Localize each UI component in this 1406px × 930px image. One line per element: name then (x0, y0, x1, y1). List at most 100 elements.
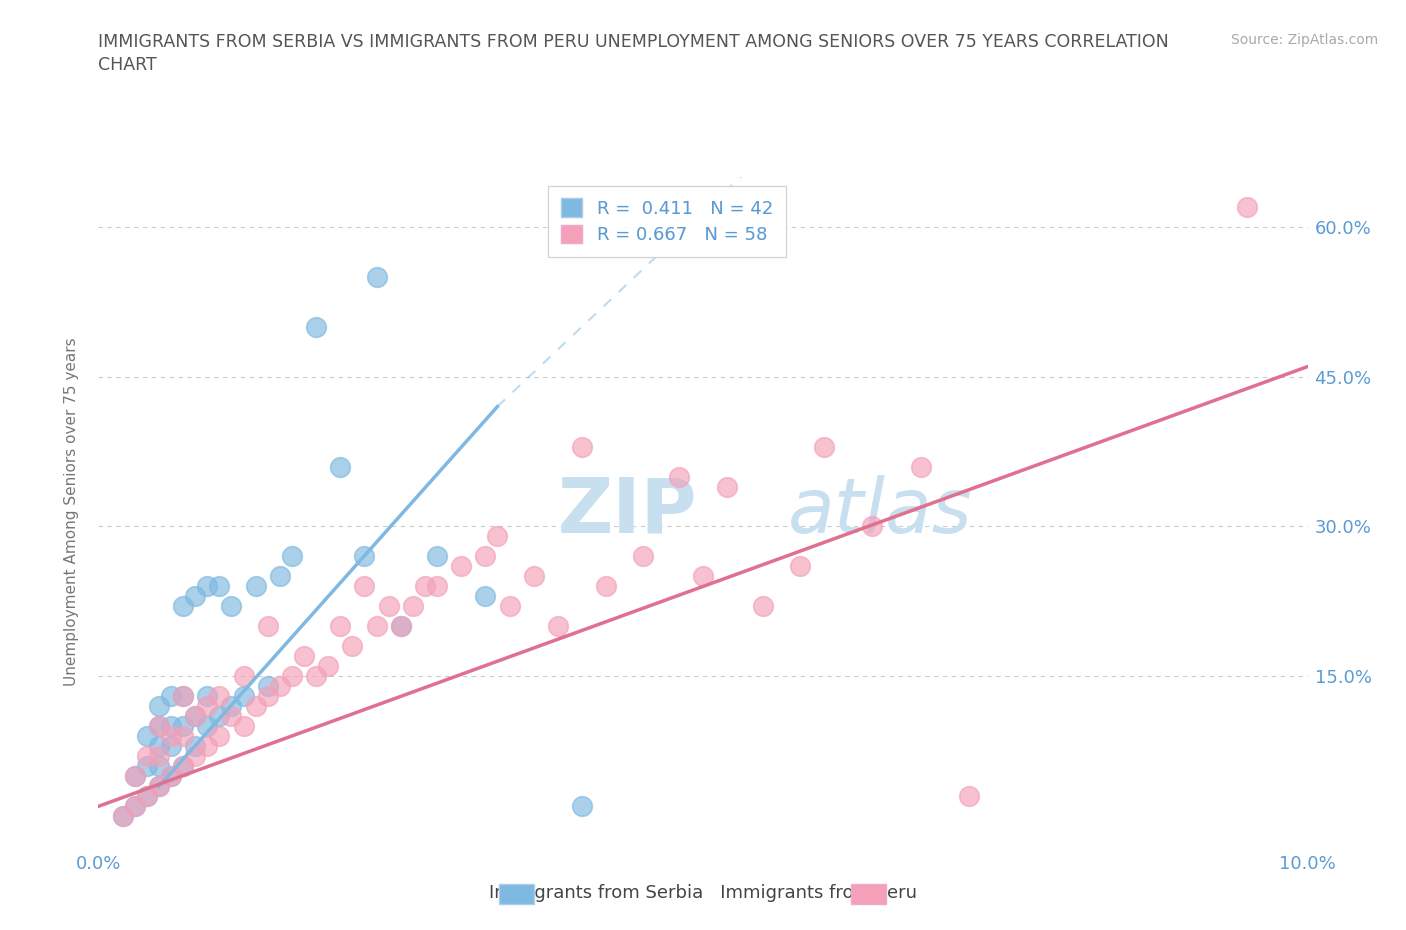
Point (148, 779, 170, 794)
Point (148, 719, 170, 734)
Point (208, 729, 231, 744)
Point (160, 719, 183, 734)
Point (353, 579, 375, 594)
Point (366, 269, 388, 284)
Point (124, 799, 146, 814)
Point (135, 729, 157, 744)
Point (184, 589, 207, 604)
Point (208, 579, 231, 594)
Point (256, 689, 278, 704)
Point (148, 739, 170, 754)
Point (160, 739, 183, 754)
Point (668, 469, 690, 484)
Point (135, 759, 157, 774)
Point (221, 699, 243, 714)
Point (160, 769, 183, 784)
Point (172, 689, 194, 704)
Point (195, 579, 218, 594)
Text: Immigrants from Serbia: Immigrants from Serbia (489, 884, 703, 902)
Point (389, 619, 412, 634)
Text: CHART: CHART (98, 56, 157, 73)
Text: Immigrants from Peru: Immigrants from Peru (703, 884, 917, 902)
Point (631, 549, 654, 564)
Point (184, 739, 207, 754)
Point (1236, 199, 1258, 214)
Text: IMMIGRANTS FROM SERBIA VS IMMIGRANTS FROM PERU UNEMPLOYMENT AMONG SENIORS OVER 7: IMMIGRANTS FROM SERBIA VS IMMIGRANTS FRO… (98, 33, 1170, 50)
Point (716, 479, 738, 494)
Point (389, 619, 412, 634)
Point (172, 759, 194, 774)
Point (111, 809, 134, 824)
Text: atlas: atlas (787, 474, 972, 549)
Point (402, 599, 425, 614)
Point (135, 749, 157, 764)
Point (316, 659, 339, 674)
Point (172, 759, 194, 774)
Point (281, 669, 304, 684)
Point (245, 579, 267, 594)
Point (148, 699, 170, 714)
Point (353, 549, 375, 564)
Point (498, 599, 520, 614)
Point (160, 769, 183, 784)
Point (957, 789, 980, 804)
Point (148, 759, 170, 774)
Point (813, 439, 835, 454)
Point (111, 809, 134, 824)
Point (523, 569, 546, 584)
Point (184, 709, 207, 724)
Point (148, 719, 170, 734)
Y-axis label: Unemployment Among Seniors over 75 years: Unemployment Among Seniors over 75 years (65, 338, 79, 685)
Point (329, 459, 352, 474)
Point (305, 319, 328, 334)
Point (692, 569, 714, 584)
Point (232, 719, 254, 734)
Legend: R =  0.411   N = 42, R = 0.667   N = 58: R = 0.411 N = 42, R = 0.667 N = 58 (548, 186, 786, 257)
Point (148, 749, 170, 764)
Text: Source: ZipAtlas.com: Source: ZipAtlas.com (1230, 33, 1378, 46)
Point (232, 669, 254, 684)
Point (135, 789, 157, 804)
Point (426, 549, 449, 564)
Point (172, 599, 194, 614)
Point (256, 679, 278, 694)
Point (342, 639, 364, 654)
Point (160, 689, 183, 704)
Point (269, 679, 291, 694)
Point (860, 519, 883, 534)
Point (910, 459, 932, 474)
Point (124, 799, 146, 814)
Point (135, 789, 157, 804)
Point (752, 599, 775, 614)
Text: ZIP: ZIP (558, 474, 697, 549)
Point (208, 689, 231, 704)
Point (366, 619, 388, 634)
Point (245, 699, 267, 714)
Point (571, 799, 593, 814)
Point (450, 559, 472, 574)
Point (195, 719, 218, 734)
Point (195, 739, 218, 754)
Point (232, 689, 254, 704)
Point (547, 619, 569, 634)
Point (486, 529, 509, 544)
Point (124, 769, 146, 784)
Point (221, 599, 243, 614)
Point (172, 719, 194, 734)
Point (269, 569, 291, 584)
Point (292, 649, 315, 664)
Point (172, 689, 194, 704)
Point (305, 669, 328, 684)
Point (184, 749, 207, 764)
Point (474, 589, 496, 604)
Point (571, 439, 593, 454)
Point (426, 579, 449, 594)
Point (595, 579, 617, 594)
Point (160, 729, 183, 744)
Point (208, 709, 231, 724)
Point (195, 699, 218, 714)
Point (172, 729, 194, 744)
Point (195, 689, 218, 704)
Point (124, 769, 146, 784)
Point (256, 619, 278, 634)
